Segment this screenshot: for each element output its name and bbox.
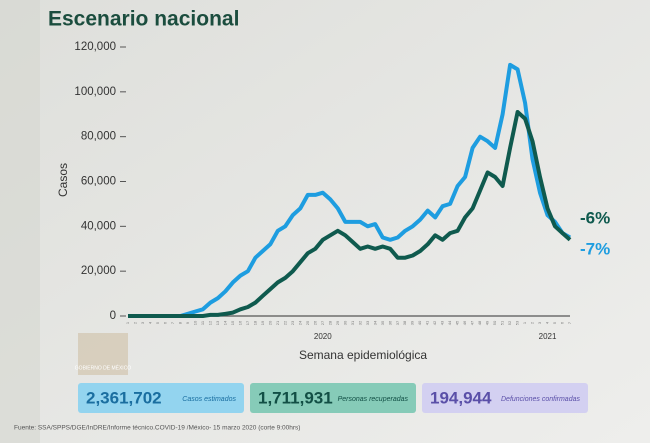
x-tick-label: 14 bbox=[222, 320, 227, 325]
x-tick-label: 46 bbox=[462, 320, 467, 325]
x-tick-label: 1 bbox=[125, 321, 130, 324]
x-tick-label: 42 bbox=[432, 320, 437, 325]
x-tick-label: 53 bbox=[515, 320, 520, 325]
x-tick-label: 5 bbox=[155, 321, 160, 324]
x-tick-label: 39 bbox=[410, 320, 415, 325]
x-tick-label: 20 bbox=[267, 320, 272, 325]
x-tick-label: 4 bbox=[148, 321, 153, 324]
x-tick-label: 3 bbox=[140, 321, 145, 324]
x-tick-label: 29 bbox=[335, 320, 340, 325]
y-tick-label: 100,000 bbox=[74, 86, 116, 98]
summary-label: Defunciones confirmadas bbox=[501, 396, 580, 403]
x-tick-label: 17 bbox=[245, 320, 250, 325]
x-tick-label: 7 bbox=[567, 321, 572, 324]
x-tick-label: 6 bbox=[560, 321, 565, 324]
x-tick-label: 5 bbox=[552, 321, 557, 324]
x-tick-label: 1 bbox=[522, 321, 527, 324]
x-tick-label: 22 bbox=[282, 320, 287, 325]
x-tick-label: 12 bbox=[207, 320, 212, 325]
x-tick-label: 41 bbox=[425, 320, 430, 325]
y-tick-label: 20,000 bbox=[81, 265, 116, 277]
x-tick-label: 34 bbox=[372, 320, 377, 325]
x-tick-label: 4 bbox=[545, 321, 550, 324]
summary-box bbox=[422, 383, 588, 413]
x-tick-label: 2 bbox=[530, 321, 535, 324]
chart-title: Escenario nacional bbox=[48, 8, 239, 31]
x-tick-label: 31 bbox=[350, 320, 355, 325]
x-tick-label: 33 bbox=[365, 320, 370, 325]
x-tick-label: 43 bbox=[440, 320, 445, 325]
x-tick-label: 30 bbox=[342, 320, 347, 325]
x-tick-label: 6 bbox=[163, 321, 168, 324]
x-tick-label: 38 bbox=[402, 320, 407, 325]
y-axis-label: Casos bbox=[56, 163, 70, 197]
x-tick-label: 49 bbox=[485, 320, 490, 325]
x-tick-label: 28 bbox=[327, 320, 332, 325]
summary-label: Personas recuperadas bbox=[338, 396, 409, 403]
x-axis-label: Semana epidemiológica bbox=[299, 348, 427, 362]
x-tick-label: 48 bbox=[477, 320, 482, 325]
series-line bbox=[128, 62, 572, 318]
x-tick-label: 18 bbox=[252, 320, 257, 325]
summary-label: Casos estimados bbox=[182, 396, 236, 403]
x-tick-label: 10 bbox=[192, 320, 197, 325]
summary-box bbox=[250, 383, 416, 413]
summary: 2,361,702 Casos estimados 1,711,931 Persona… bbox=[78, 383, 588, 413]
x-tick-label: 2 bbox=[133, 321, 138, 324]
x-tick-label: 9 bbox=[185, 321, 190, 324]
x-tick-label: 3 bbox=[537, 321, 542, 324]
x-tick-label: 51 bbox=[500, 320, 505, 325]
year-label: 2021 bbox=[539, 332, 557, 341]
x-tick-label: 7 bbox=[170, 321, 175, 324]
summary-box bbox=[78, 383, 244, 413]
x-tick-label: 27 bbox=[320, 320, 325, 325]
y-tick-label: 0 bbox=[110, 310, 116, 322]
side-band bbox=[0, 0, 40, 443]
x-tick-label: 15 bbox=[230, 320, 235, 325]
x-tick-label: 13 bbox=[215, 320, 220, 325]
x-tick-label: 23 bbox=[290, 320, 295, 325]
year-label: 2020 bbox=[314, 332, 332, 341]
x-tick-label: 25 bbox=[305, 320, 310, 325]
x-tick-label: 32 bbox=[357, 320, 362, 325]
x-tick-label: 50 bbox=[492, 320, 497, 325]
x-tick-label: 19 bbox=[260, 320, 265, 325]
source: Fuente: SSA/SPPS/DGE/InDRE/Informe técni… bbox=[14, 425, 300, 432]
x-tick-label: 37 bbox=[395, 320, 400, 325]
summary-value: 1,711,931 bbox=[258, 388, 333, 407]
x-tick-label: 40 bbox=[417, 320, 422, 325]
x-tick-label: 45 bbox=[455, 320, 460, 325]
logo-text: GOBIERNO DE MÉXICO bbox=[75, 364, 132, 371]
y-tick-label: 80,000 bbox=[81, 131, 116, 143]
y-tick-label: 60,000 bbox=[81, 176, 116, 188]
x-tick-label: 11 bbox=[200, 320, 205, 325]
x-tick-label: 24 bbox=[297, 320, 302, 325]
x-tick-label: 47 bbox=[470, 320, 475, 325]
annotation: -7% bbox=[580, 239, 610, 258]
y-tick-label: 40,000 bbox=[81, 220, 116, 232]
x-tick-label: 26 bbox=[312, 320, 317, 325]
annotation: -6% bbox=[580, 208, 610, 227]
x-tick-label: 44 bbox=[447, 320, 452, 325]
x-tick-label: 21 bbox=[275, 320, 280, 325]
logo-icon bbox=[78, 333, 128, 375]
x-tick-label: 52 bbox=[507, 320, 512, 325]
x-tick-label: 36 bbox=[387, 320, 392, 325]
series-line bbox=[128, 110, 572, 318]
x-tick-label: 35 bbox=[380, 320, 385, 325]
y-tick-label: 120,000 bbox=[74, 41, 116, 53]
x-tick-label: 8 bbox=[178, 321, 183, 324]
summary-value: 2,361,702 bbox=[86, 388, 162, 407]
summary-value: 194,944 bbox=[430, 388, 492, 407]
x-tick-label: 16 bbox=[237, 320, 242, 325]
